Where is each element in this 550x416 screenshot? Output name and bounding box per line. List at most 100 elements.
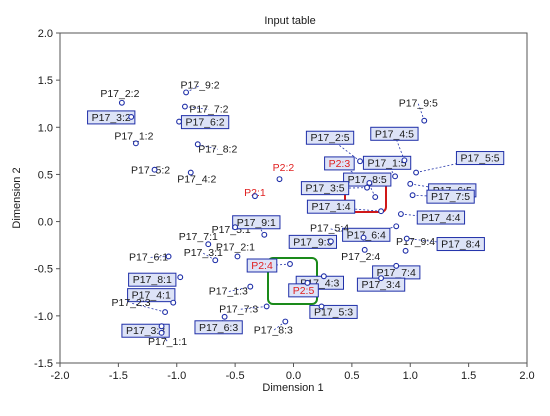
data-point [393,262,400,269]
point-label: P17_1:1 [148,336,187,348]
point-label: P17_2:4 [341,251,380,263]
label-box [288,234,338,249]
leader-line [366,225,397,236]
chart-title: Input table [264,15,315,27]
data-point [118,99,125,106]
point-label: P17_9:3 [293,236,332,248]
data-point [407,180,414,187]
label-box [300,181,350,196]
point-label: P17_8:5 [348,174,387,186]
point-labels: P17_9:2 P17_2:2 P17_7:2 P17_3:2 P17_6:2 P17_1… [87,79,505,348]
point-label: P17_2:5 [310,132,349,144]
data-point [165,253,172,260]
data-point [393,223,400,230]
data-point [261,231,268,238]
point-label: P17_4:5 [375,128,414,140]
data-point [421,117,428,124]
data-point [372,194,379,201]
point-label: P17_1:2 [114,130,153,142]
x-tick-label: -1.0 [167,370,186,382]
y-axis: 2.0 1.5 1.0 0.5 0.0 -0.5 -1.0 -1.5 [34,28,60,370]
data-points [118,89,428,336]
data-point [252,193,258,200]
leader-line [148,256,169,258]
data-point [397,211,404,217]
y-tick-label: 0.5 [38,169,53,181]
y-tick-label: -0.5 [34,264,53,276]
data-point [158,329,165,336]
label-box [127,288,176,303]
data-point [212,257,219,264]
point-label: P17_6:1 [129,251,168,263]
point-label: P17_6:4 [347,229,386,241]
data-point [177,274,184,281]
y-tick-label: 2.0 [38,28,53,40]
label-box [128,272,177,287]
data-point [378,208,385,215]
data-point [304,279,311,286]
point-label: P2:2 [273,162,295,174]
point-label: P17_7:2 [189,104,228,116]
leader-line [130,302,166,313]
label-box [121,323,170,338]
data-point [409,192,416,199]
data-point [364,184,371,191]
point-label: P17_3:1 [184,247,223,259]
leader-line [417,103,425,121]
point-label: P17_6:3 [199,322,238,334]
data-point [401,157,408,164]
point-label: P2:5 [293,285,315,297]
label-box [342,227,391,242]
leader-line [238,306,267,310]
data-point [361,246,368,253]
data-point [360,234,367,241]
data-point [176,118,183,125]
label-box [362,155,412,170]
y-axis-label: Dimension 2 [11,167,23,228]
label-box [246,258,278,273]
data-point [392,173,399,180]
leader-line [273,321,286,331]
point-label: P17_9:2 [181,79,220,91]
data-point [327,238,334,245]
y-tick-label: 1.0 [38,122,53,134]
point-label: P17_9:1 [237,217,276,229]
point-label: P17_5:2 [131,165,170,177]
leader-line [185,85,201,93]
label-box [306,199,356,214]
point-label: P17_8:1 [133,274,172,286]
point-label: P17_8:3 [254,325,293,337]
data-point [247,283,254,290]
data-point [276,176,283,183]
data-point [183,89,190,96]
point-label: P17_6:2 [186,117,225,129]
leader-line [184,106,209,110]
point-label: P2:1 [244,187,266,199]
y-tick-label: -1.0 [34,311,53,323]
data-point [232,224,239,231]
data-point [158,323,165,330]
data-point [128,113,135,120]
x-tick-label: 0.5 [344,370,359,382]
point-label: P17_3:4 [362,279,401,291]
data-point [318,303,325,310]
data-point [221,313,228,320]
point-label: P17_9:4 [396,236,435,248]
data-point [181,103,188,110]
point-label: P17_9:5 [399,98,438,110]
x-axis-label: Dimension 1 [262,382,323,394]
data-point [151,166,158,173]
x-tick-label: 0.0 [286,370,301,382]
data-point [366,179,373,186]
data-point [282,318,289,325]
data-point [132,140,139,147]
point-label: P17_7:5 [431,191,470,203]
data-point [378,275,385,282]
point-label: P17_5:4 [310,223,349,235]
point-label: P17_2:1 [216,241,255,253]
point-label: P2:4 [251,260,273,272]
point-label: P17_5:3 [314,306,353,318]
point-label: P2:3 [329,158,351,170]
